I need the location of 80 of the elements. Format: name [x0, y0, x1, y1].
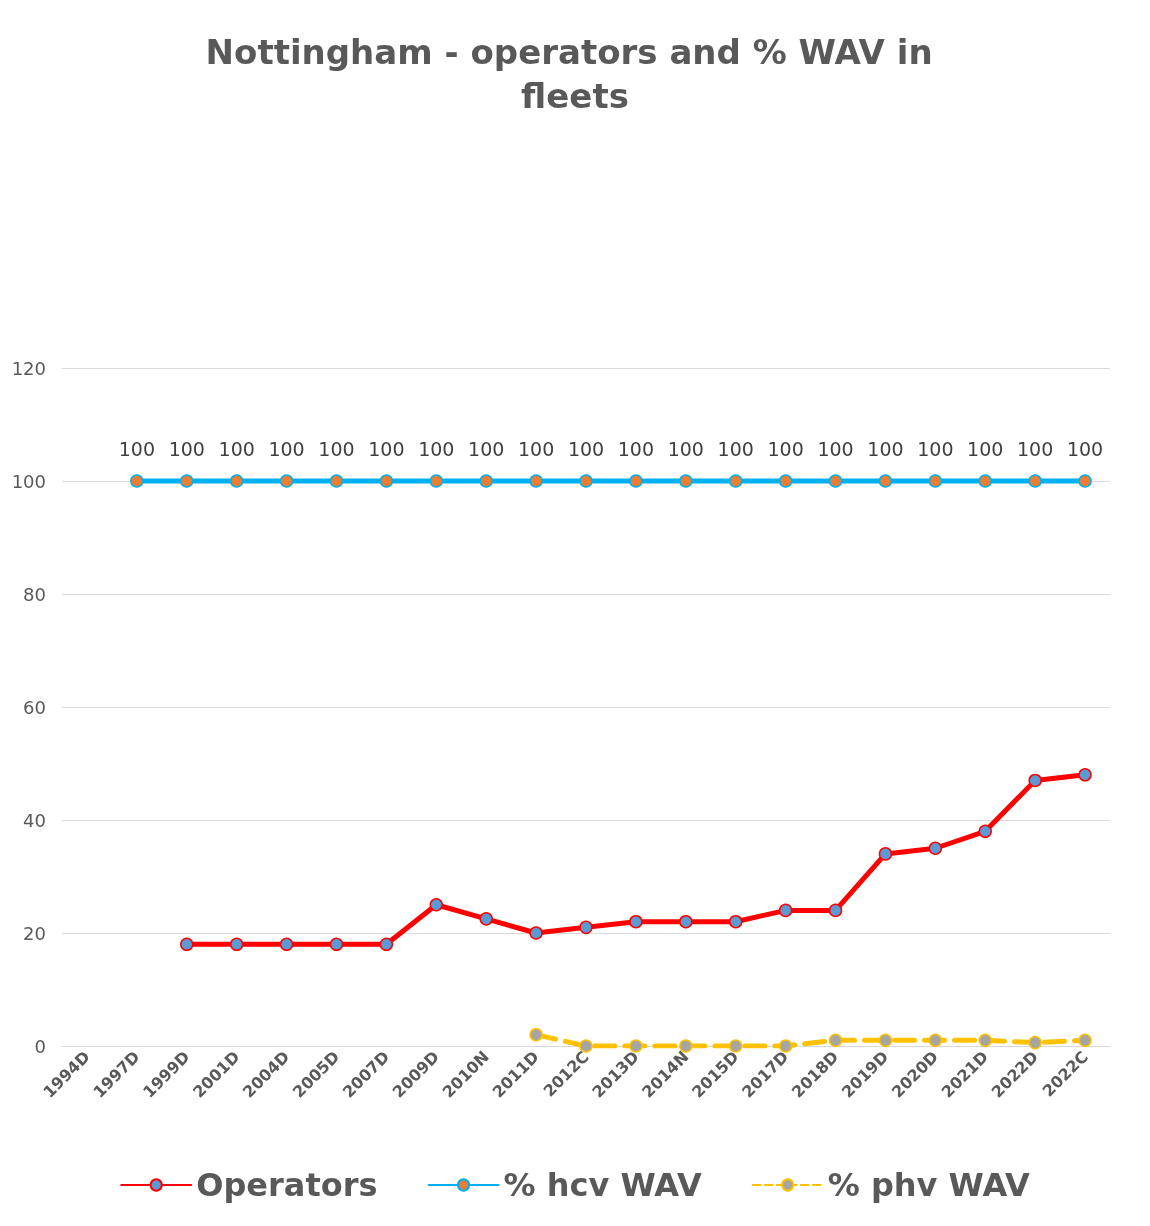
- point: [878, 474, 893, 488]
- point: [1028, 1035, 1042, 1050]
- y-tick-label: 20: [23, 922, 46, 944]
- data-label: 100: [418, 437, 455, 460]
- data-label: 100: [617, 437, 655, 460]
- point: [828, 903, 843, 918]
- point: [429, 474, 444, 488]
- point: [878, 847, 893, 861]
- point: [629, 474, 643, 488]
- point: [728, 474, 743, 488]
- data-label: 100: [517, 437, 555, 460]
- point: [279, 937, 294, 952]
- data-label: 100: [817, 437, 854, 460]
- point: [629, 1039, 643, 1053]
- point: [978, 474, 992, 488]
- data-label: 100: [1066, 437, 1104, 460]
- point: [1028, 474, 1042, 488]
- y-tick-label: 100: [11, 470, 46, 492]
- point: [229, 937, 244, 952]
- point: [180, 474, 194, 488]
- data-label: 100: [967, 437, 1004, 460]
- point: [1078, 1033, 1092, 1048]
- point: [180, 937, 194, 952]
- data-label: 100: [468, 437, 505, 460]
- point: [679, 914, 693, 929]
- point: [928, 474, 943, 488]
- point: [130, 474, 144, 488]
- legend-label: % hcv WAV: [503, 1166, 702, 1204]
- point: [429, 898, 444, 912]
- data-label: 100: [667, 437, 704, 460]
- data-label: 100: [368, 437, 405, 460]
- legend-label: Operators: [196, 1166, 378, 1204]
- data-label: 100: [1017, 437, 1054, 460]
- point: [379, 937, 394, 952]
- point: [679, 474, 693, 488]
- point: [379, 474, 394, 488]
- chart-title: Nottingham - operators and % WAV in fleets: [205, 32, 945, 116]
- data-label: 100: [218, 437, 255, 460]
- point: [928, 1033, 943, 1048]
- point: [928, 841, 943, 855]
- point: [479, 912, 493, 926]
- y-tick-label: 0: [34, 1035, 46, 1057]
- point: [1078, 768, 1092, 782]
- data-label: 100: [767, 437, 804, 460]
- point: [728, 914, 743, 929]
- data-label: 100: [118, 437, 155, 460]
- point: [778, 474, 793, 488]
- point: [978, 824, 992, 839]
- point: [1028, 773, 1042, 788]
- point: [479, 474, 493, 488]
- point: [229, 474, 244, 488]
- point: [878, 1033, 893, 1048]
- y-tick-label: 80: [23, 583, 46, 605]
- y-tick-label: 120: [11, 357, 46, 379]
- data-label: 100: [268, 437, 305, 460]
- point: [579, 920, 593, 935]
- data-label: 100: [168, 437, 205, 460]
- point: [728, 1039, 743, 1053]
- data-label: 100: [318, 437, 355, 460]
- point: [329, 474, 344, 488]
- legend-label: % phv WAV: [827, 1166, 1031, 1204]
- point: [978, 1033, 992, 1048]
- data-label: 100: [867, 437, 904, 460]
- point: [1078, 474, 1092, 488]
- point: [279, 474, 294, 488]
- point: [629, 914, 643, 929]
- point: [828, 1033, 843, 1048]
- point: [529, 474, 543, 488]
- y-tick-label: 40: [23, 809, 46, 831]
- point: [529, 926, 543, 940]
- data-label: 100: [917, 437, 954, 460]
- point: [778, 1039, 793, 1053]
- y-tick-label: 60: [23, 696, 46, 718]
- data-label: 100: [567, 437, 605, 460]
- data-label: 100: [717, 437, 754, 460]
- point: [828, 474, 843, 488]
- point: [329, 937, 344, 952]
- point: [778, 903, 793, 918]
- point: [529, 1027, 543, 1042]
- point: [579, 474, 593, 488]
